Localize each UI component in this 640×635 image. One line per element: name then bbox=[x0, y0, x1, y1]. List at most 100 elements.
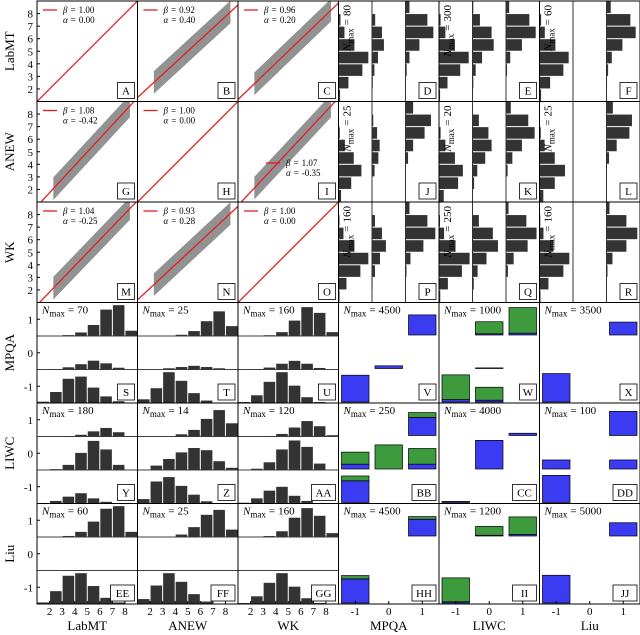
nmax-eq: = bbox=[442, 120, 454, 126]
nmax-symbol: N bbox=[41, 506, 50, 518]
col-label: LabMT bbox=[67, 618, 107, 633]
legend-text: β = 1.00 bbox=[62, 5, 95, 15]
nmax-sub: max bbox=[346, 234, 356, 250]
legend-text: β = 1.04 bbox=[62, 206, 95, 216]
nmax-value: 25 bbox=[342, 105, 354, 117]
hist-bar bbox=[439, 290, 441, 302]
hist-bar bbox=[539, 227, 544, 240]
hist-bar bbox=[100, 309, 112, 336]
hist-bar bbox=[62, 335, 75, 336]
fit-line bbox=[137, 205, 238, 301]
nmax-label: Nmax = 25 bbox=[543, 105, 557, 153]
hist-bar bbox=[539, 89, 542, 101]
legend-text: α = -0.35 bbox=[286, 168, 321, 178]
panel: GG bbox=[237, 503, 339, 605]
panel: D bbox=[338, 0, 440, 102]
hist-bar bbox=[288, 360, 301, 370]
nmax-value: 20 bbox=[442, 105, 454, 117]
symbol: α bbox=[63, 15, 68, 25]
nmax-label: Nmax = 4500 bbox=[343, 506, 402, 520]
hist-bar bbox=[150, 585, 163, 604]
hist-bar bbox=[37, 401, 50, 403]
hist-bar bbox=[405, 102, 414, 114]
panel: U bbox=[237, 302, 339, 404]
hist-bar bbox=[338, 39, 355, 51]
hist-bar bbox=[288, 427, 301, 437]
hist-bar bbox=[225, 529, 238, 537]
nmax-sub: max bbox=[49, 409, 65, 419]
nmax-value: 100 bbox=[580, 405, 597, 417]
fit-value: 0.00 bbox=[280, 216, 296, 226]
hist-bar bbox=[338, 14, 341, 26]
panel: V bbox=[338, 302, 440, 404]
hist-bar bbox=[372, 114, 374, 127]
hist-bar bbox=[225, 326, 238, 336]
hist-bar bbox=[75, 531, 87, 537]
panel-letter: BB bbox=[417, 488, 432, 500]
bar-other bbox=[508, 307, 537, 334]
panel-letter: FF bbox=[217, 588, 229, 600]
x-tick-label: 1 bbox=[420, 606, 426, 618]
letter-box bbox=[217, 283, 236, 300]
x-tick-label: 8 bbox=[323, 606, 329, 618]
panel-letter: B bbox=[223, 86, 230, 98]
nmax-eq: = bbox=[369, 506, 375, 518]
panel: S bbox=[36, 302, 138, 404]
legend-text: α = 0.40 bbox=[164, 15, 196, 25]
nmax-eq: = bbox=[543, 226, 555, 232]
hist-bar bbox=[200, 450, 213, 470]
eq: = bbox=[171, 216, 176, 226]
nmax-symbol: N bbox=[343, 405, 352, 417]
hist-bar bbox=[472, 152, 486, 164]
hist-bar bbox=[200, 418, 213, 437]
hist-bar bbox=[251, 498, 263, 504]
nmax-sub: max bbox=[446, 128, 456, 144]
panel-letter: II bbox=[521, 588, 529, 600]
x-tick-label: 1 bbox=[520, 606, 526, 618]
hist-bar bbox=[276, 449, 288, 470]
hist-bar bbox=[405, 26, 434, 39]
nmax-eq: = bbox=[269, 305, 275, 317]
hist-bar bbox=[301, 421, 313, 437]
hist-bar bbox=[606, 26, 636, 39]
symbol: α bbox=[264, 216, 269, 226]
nmax-symbol: N bbox=[442, 49, 454, 58]
hist-bar bbox=[37, 602, 50, 604]
letter-box bbox=[217, 383, 236, 401]
hist-bar bbox=[439, 277, 448, 290]
letter-box bbox=[117, 383, 135, 401]
nmax-value: 160 bbox=[278, 305, 295, 317]
bar-match bbox=[542, 373, 571, 403]
panel-letter: P bbox=[424, 287, 430, 299]
y-tick-label: 8 bbox=[28, 9, 34, 21]
hist-bar bbox=[188, 494, 200, 504]
hist-bar bbox=[606, 202, 610, 215]
hist-bar bbox=[150, 388, 163, 403]
letter-box bbox=[117, 484, 135, 501]
hist-bar bbox=[338, 127, 340, 139]
fit-value: 0.00 bbox=[179, 116, 195, 126]
letter-box bbox=[612, 584, 638, 602]
panel-letter: R bbox=[625, 287, 633, 299]
panel-letter: W bbox=[523, 387, 534, 399]
hist-bar bbox=[251, 395, 263, 403]
bar-other bbox=[374, 444, 403, 470]
hist-bar bbox=[472, 1, 474, 14]
fit-value: 1.00 bbox=[79, 5, 95, 15]
nmax-sub: max bbox=[552, 510, 568, 520]
eq: = bbox=[71, 216, 76, 226]
panel-letter: Z bbox=[223, 488, 230, 500]
panel-letter: F bbox=[625, 86, 631, 98]
nmax-sub: max bbox=[451, 309, 467, 319]
y-tick-label: 6 bbox=[28, 134, 34, 146]
letter-box bbox=[311, 584, 336, 602]
letter-box bbox=[311, 484, 336, 501]
hist-bar bbox=[338, 89, 341, 101]
hist-bar bbox=[175, 581, 188, 604]
hist-bar bbox=[539, 189, 544, 202]
hist-bar bbox=[372, 152, 379, 164]
nmax-eq: = bbox=[68, 506, 74, 518]
bar-match bbox=[408, 463, 437, 470]
hist-bar bbox=[372, 39, 384, 51]
hist-bar bbox=[313, 367, 326, 370]
